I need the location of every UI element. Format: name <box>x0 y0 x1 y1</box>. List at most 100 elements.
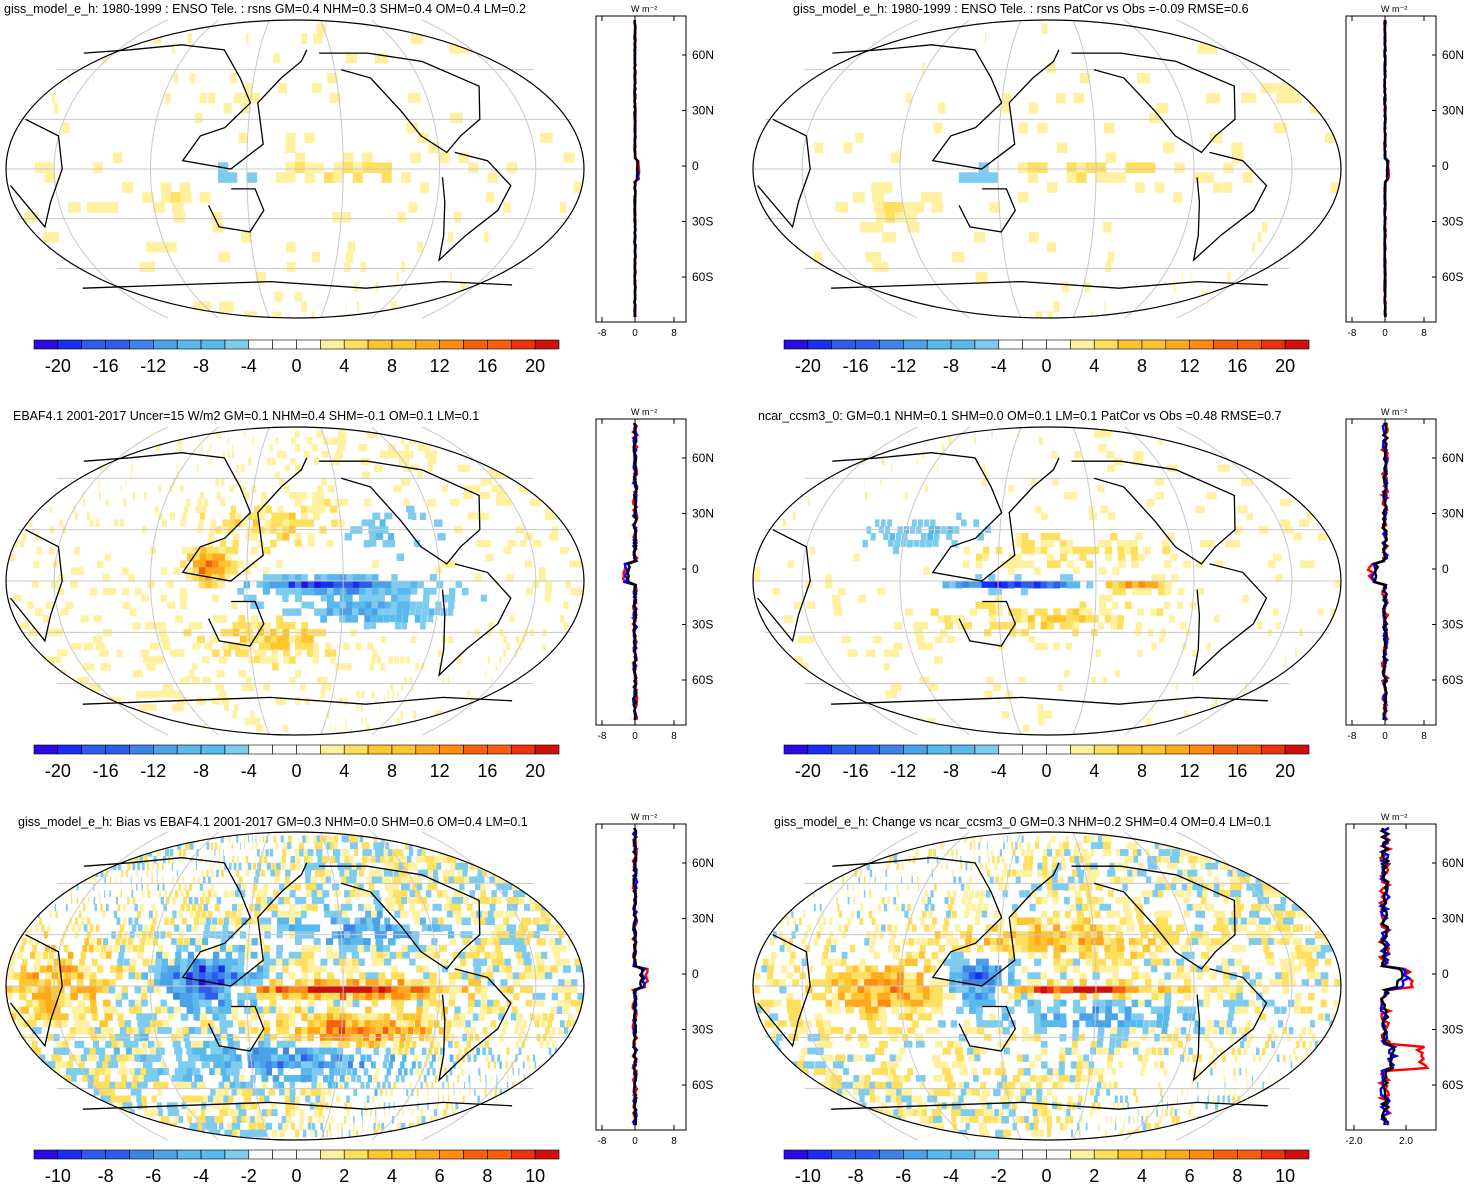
lat-tick-label: 0 <box>692 562 699 576</box>
colorbar-label: 4 <box>339 761 349 781</box>
colorbar-label: 16 <box>477 761 497 781</box>
lat-tick-label: 30S <box>1442 1023 1463 1037</box>
graticule <box>6 426 584 736</box>
coastline <box>958 188 1017 233</box>
colorbar-box <box>926 1149 952 1160</box>
map-border <box>5 426 585 736</box>
colorbar-label: 10 <box>1275 1166 1295 1186</box>
colorbar-box <box>974 744 1000 755</box>
colorbar-box <box>343 744 369 755</box>
graticule <box>753 831 1341 1141</box>
colorbar-label: -4 <box>991 356 1007 376</box>
coastline <box>1071 865 1236 970</box>
colorbar: -20 -16 -12 -8 -4 0 4 8 12 16 20 <box>783 744 1310 781</box>
colorbar-label: -6 <box>895 1166 911 1186</box>
map-border <box>752 426 1342 736</box>
colorbar-label: 0 <box>291 761 301 781</box>
coastline <box>82 696 513 705</box>
colorbar-label: -20 <box>45 761 71 781</box>
colorbar: -10 -8 -6 -4 -2 0 2 4 6 8 10 <box>783 1149 1310 1186</box>
lat-tick-label: 60S <box>1442 673 1463 687</box>
coastline <box>319 52 481 154</box>
colorbar-label: 0 <box>1041 761 1051 781</box>
coastline <box>82 1101 513 1110</box>
lat-tick-label: 60S <box>692 1078 713 1092</box>
colorbar-label: -10 <box>795 1166 821 1186</box>
panel-title: giss_model_e_h: 1980-1999 : ENSO Tele. :… <box>793 2 1249 16</box>
colorbar-box <box>1093 744 1119 755</box>
colorbar-box <box>998 744 1023 755</box>
colorbar-label: 12 <box>1180 761 1200 781</box>
coastline <box>438 151 512 262</box>
coastline <box>9 934 63 1048</box>
colorbar-box <box>176 339 202 350</box>
robinson-map <box>5 426 585 736</box>
colorbar-label: 8 <box>482 1166 492 1186</box>
lat-tick-label: 60N <box>1442 48 1464 62</box>
colorbar-box <box>1141 339 1167 350</box>
blue-zonal-line <box>1378 826 1412 1126</box>
colorbar-label: -4 <box>193 1166 209 1186</box>
colorbar-box <box>1165 744 1190 755</box>
lat-tick-label: 0 <box>692 159 699 173</box>
zonal-frame <box>1345 15 1437 323</box>
colorbar-box <box>463 339 488 350</box>
colorbar-box <box>1093 339 1119 350</box>
x-tick-label: 0 <box>1382 731 1388 742</box>
colorbar-box <box>1070 339 1095 350</box>
colorbar: -20 -16 -12 -8 -4 0 4 8 12 16 20 <box>783 339 1310 376</box>
colorbar-box <box>176 1149 202 1160</box>
colorbar-label: -20 <box>795 356 821 376</box>
lat-tick-label: 60S <box>1442 1078 1463 1092</box>
colorbar-label: -16 <box>93 761 119 781</box>
x-tick-label: -8 <box>598 731 607 742</box>
coastlines <box>10 44 513 289</box>
colorbar-box <box>510 744 536 755</box>
colorbar-box <box>367 339 393 350</box>
map-border <box>752 19 1342 319</box>
colorbar-box <box>1117 744 1143 755</box>
coastline <box>82 280 513 289</box>
colorbar-box <box>1070 1149 1095 1160</box>
colorbar-box <box>33 339 59 350</box>
lat-tick-label: 30N <box>1442 912 1464 926</box>
zonal-mean-plot: W m⁻² 60N 30N 0 30S 60S -8 0 8 <box>595 812 714 1147</box>
coastline <box>10 118 63 229</box>
coastline <box>958 600 1017 647</box>
colorbar-box <box>487 339 512 350</box>
field-layer <box>16 23 584 318</box>
colorbar-box <box>176 744 202 755</box>
lat-tick-label: 60N <box>692 451 714 465</box>
coastline <box>832 857 1060 987</box>
colorbar-box <box>1093 1149 1119 1160</box>
coastline <box>83 44 308 170</box>
zonal-frame <box>1345 418 1437 726</box>
panel-5: giss_model_e_h: Bias vs EBAF4.1 2001-201… <box>0 810 740 1187</box>
colorbar-box <box>487 744 512 755</box>
coastline <box>208 600 265 647</box>
colorbar-box <box>807 339 833 350</box>
colorbar-box <box>1022 339 1047 350</box>
coastline <box>208 188 265 233</box>
colorbar-label: 4 <box>1089 356 1099 376</box>
coastlines <box>757 44 1268 289</box>
zonal-unit-label: W m⁻² <box>1381 812 1407 822</box>
robinson-map <box>752 19 1342 319</box>
coastline <box>958 1005 1017 1052</box>
colorbar-label: 12 <box>1180 356 1200 376</box>
colorbar-box <box>1284 1149 1310 1160</box>
lat-tick-label: 60S <box>692 270 713 284</box>
colorbar-box <box>1237 339 1262 350</box>
zonal-unit-label: W m⁻² <box>631 812 657 822</box>
colorbar-box <box>1117 339 1143 350</box>
colorbar-label: -8 <box>193 356 209 376</box>
colorbar-box <box>129 1149 154 1160</box>
x-tick-label: 0 <box>632 328 638 339</box>
colorbar-label: 4 <box>387 1166 397 1186</box>
colorbar-box <box>831 1149 856 1160</box>
colorbar-box <box>320 339 345 350</box>
colorbar-box <box>510 339 536 350</box>
colorbar-box <box>879 1149 904 1160</box>
colorbar-label: -12 <box>140 356 166 376</box>
colorbar-box <box>200 1149 226 1160</box>
